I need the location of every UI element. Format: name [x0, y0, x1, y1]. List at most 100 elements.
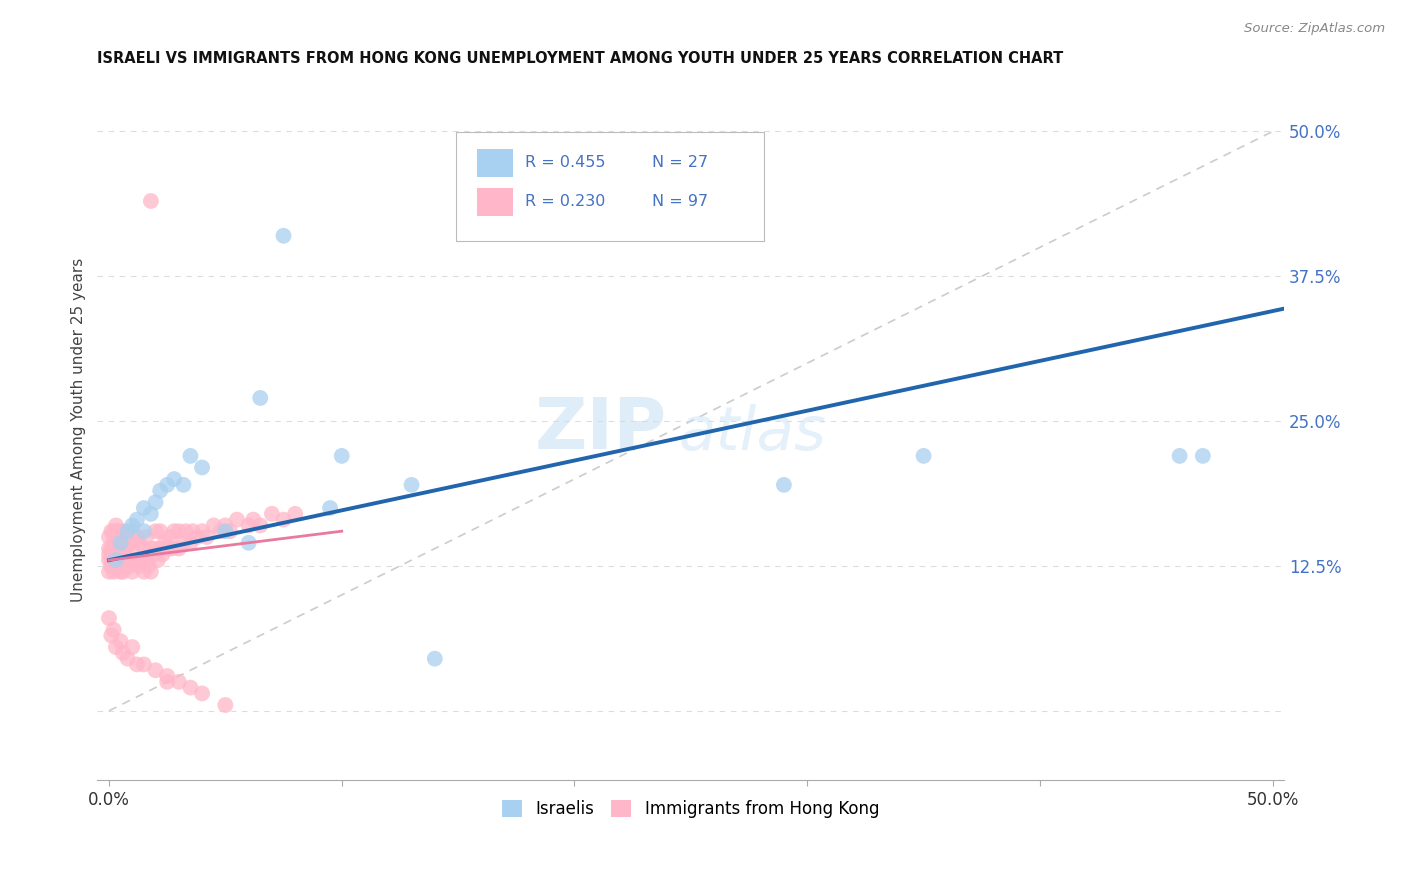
Point [110, 536, 132, 550]
Text: N = 27: N = 27 [651, 155, 707, 170]
Text: R = 0.455: R = 0.455 [524, 155, 605, 170]
Point [110, 565, 132, 579]
Point [138, 558, 160, 573]
Point [191, 460, 214, 475]
Point [152, 547, 174, 561]
Point [149, 524, 172, 539]
Point [423, 651, 446, 665]
Point [172, 478, 194, 492]
Y-axis label: Unemployment Among Youth under 25 years: Unemployment Among Youth under 25 years [72, 258, 86, 602]
Point [773, 478, 796, 492]
Point [132, 565, 155, 579]
Text: ZIP: ZIP [534, 395, 666, 465]
Point [214, 518, 236, 533]
Point [98, 565, 121, 579]
Point [249, 518, 271, 533]
Point [242, 513, 264, 527]
Point [103, 547, 125, 561]
Point [219, 524, 242, 539]
Point [260, 507, 283, 521]
Text: ISRAELI VS IMMIGRANTS FROM HONG KONG UNEMPLOYMENT AMONG YOUTH UNDER 25 YEARS COR: ISRAELI VS IMMIGRANTS FROM HONG KONG UNE… [97, 51, 1063, 66]
Point [111, 524, 134, 539]
Point [174, 524, 197, 539]
Point [156, 478, 179, 492]
Point [156, 669, 179, 683]
Point [98, 553, 121, 567]
Point [98, 547, 121, 561]
Point [103, 524, 125, 539]
Point [142, 547, 165, 561]
Point [179, 681, 201, 695]
Point [104, 553, 127, 567]
Point [104, 547, 127, 561]
Legend: Israelis, Immigrants from Hong Kong: Israelis, Immigrants from Hong Kong [496, 793, 886, 824]
Point [118, 558, 141, 573]
Point [111, 646, 134, 660]
Point [118, 536, 141, 550]
Point [163, 472, 186, 486]
Point [104, 518, 127, 533]
Point [135, 553, 157, 567]
Point [1168, 449, 1191, 463]
Point [125, 530, 148, 544]
Point [172, 536, 194, 550]
Point [125, 657, 148, 672]
Point [121, 640, 143, 654]
Point [912, 449, 935, 463]
Point [111, 565, 134, 579]
Point [209, 524, 232, 539]
Point [121, 541, 143, 556]
Point [191, 524, 214, 539]
Point [132, 541, 155, 556]
Point [132, 524, 155, 539]
Point [117, 524, 139, 539]
Point [149, 541, 172, 556]
Point [167, 541, 190, 556]
Point [132, 657, 155, 672]
Point [179, 536, 201, 550]
Point [179, 449, 201, 463]
Point [125, 513, 148, 527]
Point [273, 513, 295, 527]
Point [131, 553, 153, 567]
Point [98, 530, 121, 544]
Point [214, 698, 236, 712]
Point [167, 524, 190, 539]
Point [139, 194, 162, 208]
Point [98, 541, 121, 556]
Point [273, 228, 295, 243]
Point [145, 663, 167, 677]
Point [163, 524, 186, 539]
Point [107, 524, 129, 539]
Point [191, 686, 214, 700]
Text: N = 97: N = 97 [651, 194, 707, 209]
Text: atlas: atlas [679, 404, 827, 463]
Point [145, 541, 167, 556]
Point [181, 524, 204, 539]
Point [114, 558, 136, 573]
Point [114, 541, 136, 556]
Point [110, 547, 132, 561]
Point [139, 565, 162, 579]
FancyBboxPatch shape [456, 132, 765, 241]
Point [125, 553, 148, 567]
Point [238, 518, 260, 533]
Point [104, 553, 127, 567]
Point [121, 518, 143, 533]
Point [159, 530, 181, 544]
Point [100, 541, 122, 556]
Point [156, 541, 179, 556]
Point [249, 391, 271, 405]
Point [107, 553, 129, 567]
Text: Source: ZipAtlas.com: Source: ZipAtlas.com [1244, 22, 1385, 36]
Point [132, 501, 155, 516]
Point [135, 530, 157, 544]
Point [117, 651, 139, 665]
Point [100, 558, 122, 573]
Point [202, 518, 225, 533]
Point [330, 449, 353, 463]
Bar [477, 150, 513, 178]
Point [110, 634, 132, 648]
Point [121, 524, 143, 539]
Point [149, 483, 172, 498]
